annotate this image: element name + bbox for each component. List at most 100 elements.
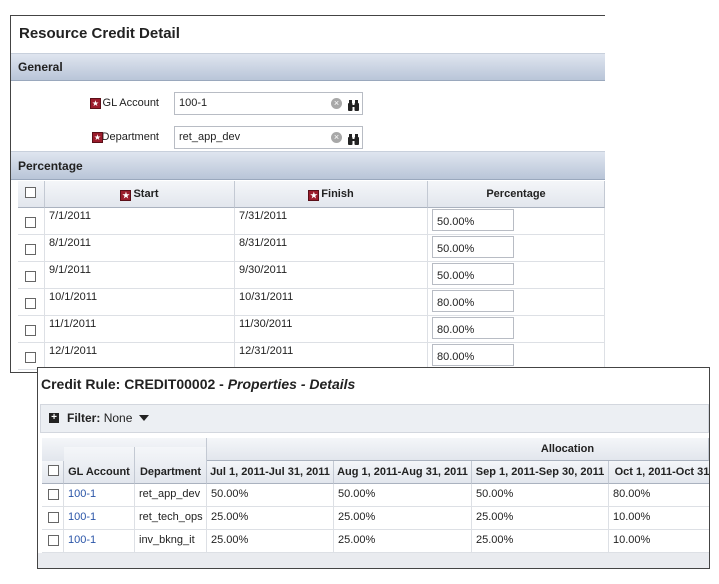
- filter-bar: + Filter: None: [40, 404, 709, 433]
- row-cell: 25.00%: [207, 530, 334, 553]
- row-cell: 50.00%: [334, 484, 472, 507]
- input-value: 100-1: [179, 97, 208, 109]
- gl-account-link[interactable]: 100-1: [64, 484, 135, 507]
- finish-cell: 10/31/2011: [235, 289, 428, 316]
- finish-cell: 7/31/2011: [235, 208, 428, 235]
- row-cell: [18, 235, 45, 262]
- select-all-checkbox[interactable]: [48, 465, 59, 476]
- resource-credit-panel: Resource Credit Detail General Percentag…: [10, 15, 605, 373]
- row-cell: ret_tech_ops: [135, 507, 207, 530]
- add-filter-icon[interactable]: +: [49, 413, 59, 423]
- percent-cell: [428, 262, 605, 289]
- row-cell: 50.00%: [207, 484, 334, 507]
- gl-account-link[interactable]: 100-1: [64, 530, 135, 553]
- percent-input[interactable]: 50.00%: [432, 209, 514, 231]
- start-cell: 7/1/2011: [45, 208, 235, 235]
- title-italic: Properties - Details: [227, 376, 356, 392]
- column-header: ★ Start: [45, 181, 235, 208]
- title-text: Credit Rule: CREDIT00002 -: [41, 376, 224, 392]
- finish-cell: 11/30/2011: [235, 316, 428, 343]
- binoculars: [348, 134, 359, 145]
- row-cell: [18, 316, 45, 343]
- finish-cell: 8/31/2011: [235, 235, 428, 262]
- clear-icon[interactable]: ×: [331, 132, 342, 143]
- table-footer: [38, 553, 709, 568]
- required-icon: ★: [92, 132, 103, 143]
- binoculars: [348, 100, 359, 111]
- start-cell: 8/1/2011: [45, 235, 235, 262]
- lookup-icon[interactable]: [348, 132, 359, 145]
- group-header: Allocation: [207, 438, 709, 461]
- row-cell: 25.00%: [334, 507, 472, 530]
- lookup-icon[interactable]: [348, 98, 359, 111]
- column-header: GL Account: [64, 447, 135, 484]
- finish-cell: 9/30/2011: [235, 262, 428, 289]
- filter-value: None: [103, 411, 133, 425]
- row-checkbox[interactable]: [25, 352, 36, 363]
- row-checkbox[interactable]: [25, 244, 36, 255]
- percent-cell: [428, 235, 605, 262]
- row-checkbox[interactable]: [48, 489, 59, 500]
- row-cell: [18, 343, 45, 370]
- dropdown-arrow: [138, 415, 149, 421]
- required-icon: ★: [90, 98, 101, 109]
- row-cell: [18, 208, 45, 235]
- column-header: Percentage: [428, 181, 605, 208]
- gl-account-link[interactable]: 100-1: [64, 507, 135, 530]
- percent-input[interactable]: 80.00%: [432, 317, 514, 339]
- clear-icon[interactable]: ×: [331, 98, 342, 109]
- header-text: Finish: [321, 188, 354, 200]
- row-checkbox[interactable]: [25, 217, 36, 228]
- row-cell: inv_bkng_it: [135, 530, 207, 553]
- percent-cell: [428, 208, 605, 235]
- percent-cell: [428, 289, 605, 316]
- percent-input[interactable]: 80.00%: [432, 344, 514, 366]
- start-cell: 10/1/2011: [45, 289, 235, 316]
- filter-label: Filter:: [67, 411, 101, 425]
- row-checkbox[interactable]: [25, 271, 36, 282]
- row-checkbox[interactable]: [25, 298, 36, 309]
- select-all-checkbox[interactable]: [25, 187, 36, 198]
- row-checkbox[interactable]: [48, 512, 59, 523]
- row-cell: 25.00%: [472, 530, 609, 553]
- start-cell: 12/1/2011: [45, 343, 235, 370]
- row-cell: [42, 507, 64, 530]
- filter[interactable]: Filter: None: [67, 411, 149, 425]
- row-cell: 10.00%: [609, 507, 709, 530]
- row-cell: 80.00%: [609, 484, 709, 507]
- panel-title: Credit Rule: CREDIT00002 - Properties - …: [41, 376, 355, 392]
- section-header: Percentage: [11, 151, 605, 180]
- text-input[interactable]: ret_app_dev ×: [174, 126, 363, 149]
- row-cell: 25.00%: [334, 530, 472, 553]
- percent-input[interactable]: 50.00%: [432, 263, 514, 285]
- finish-cell: 12/31/2011: [235, 343, 428, 370]
- row-cell: ret_app_dev: [135, 484, 207, 507]
- column-header: Jul 1, 2011-Jul 31, 2011: [207, 461, 334, 484]
- row-cell: 25.00%: [207, 507, 334, 530]
- start-cell: 9/1/2011: [45, 262, 235, 289]
- column-header: Oct 1, 2011-Oct 31, 2011: [609, 461, 709, 484]
- row-cell: [18, 289, 45, 316]
- row-checkbox[interactable]: [48, 535, 59, 546]
- field-label: Department: [101, 131, 159, 143]
- column-header: Department: [135, 447, 207, 484]
- percent-input[interactable]: 80.00%: [432, 290, 514, 312]
- header-text: Percentage: [486, 188, 546, 200]
- required-icon: ★: [308, 190, 320, 201]
- row-cell: 25.00%: [472, 507, 609, 530]
- text-input[interactable]: 100-1 ×: [174, 92, 363, 115]
- header-text: Start: [133, 188, 159, 200]
- panel-title: Resource Credit Detail: [19, 25, 180, 42]
- row-cell: 50.00%: [472, 484, 609, 507]
- row-cell: 10.00%: [609, 530, 709, 553]
- percent-cell: [428, 316, 605, 343]
- percent-input[interactable]: 50.00%: [432, 236, 514, 258]
- field-label: GL Account: [102, 97, 159, 109]
- column-header: Sep 1, 2011-Sep 30, 2011: [472, 461, 609, 484]
- column-header: Aug 1, 2011-Aug 31, 2011: [334, 461, 472, 484]
- row-cell: [42, 530, 64, 553]
- row-checkbox[interactable]: [25, 325, 36, 336]
- start-cell: 11/1/2011: [45, 316, 235, 343]
- row-cell: [42, 484, 64, 507]
